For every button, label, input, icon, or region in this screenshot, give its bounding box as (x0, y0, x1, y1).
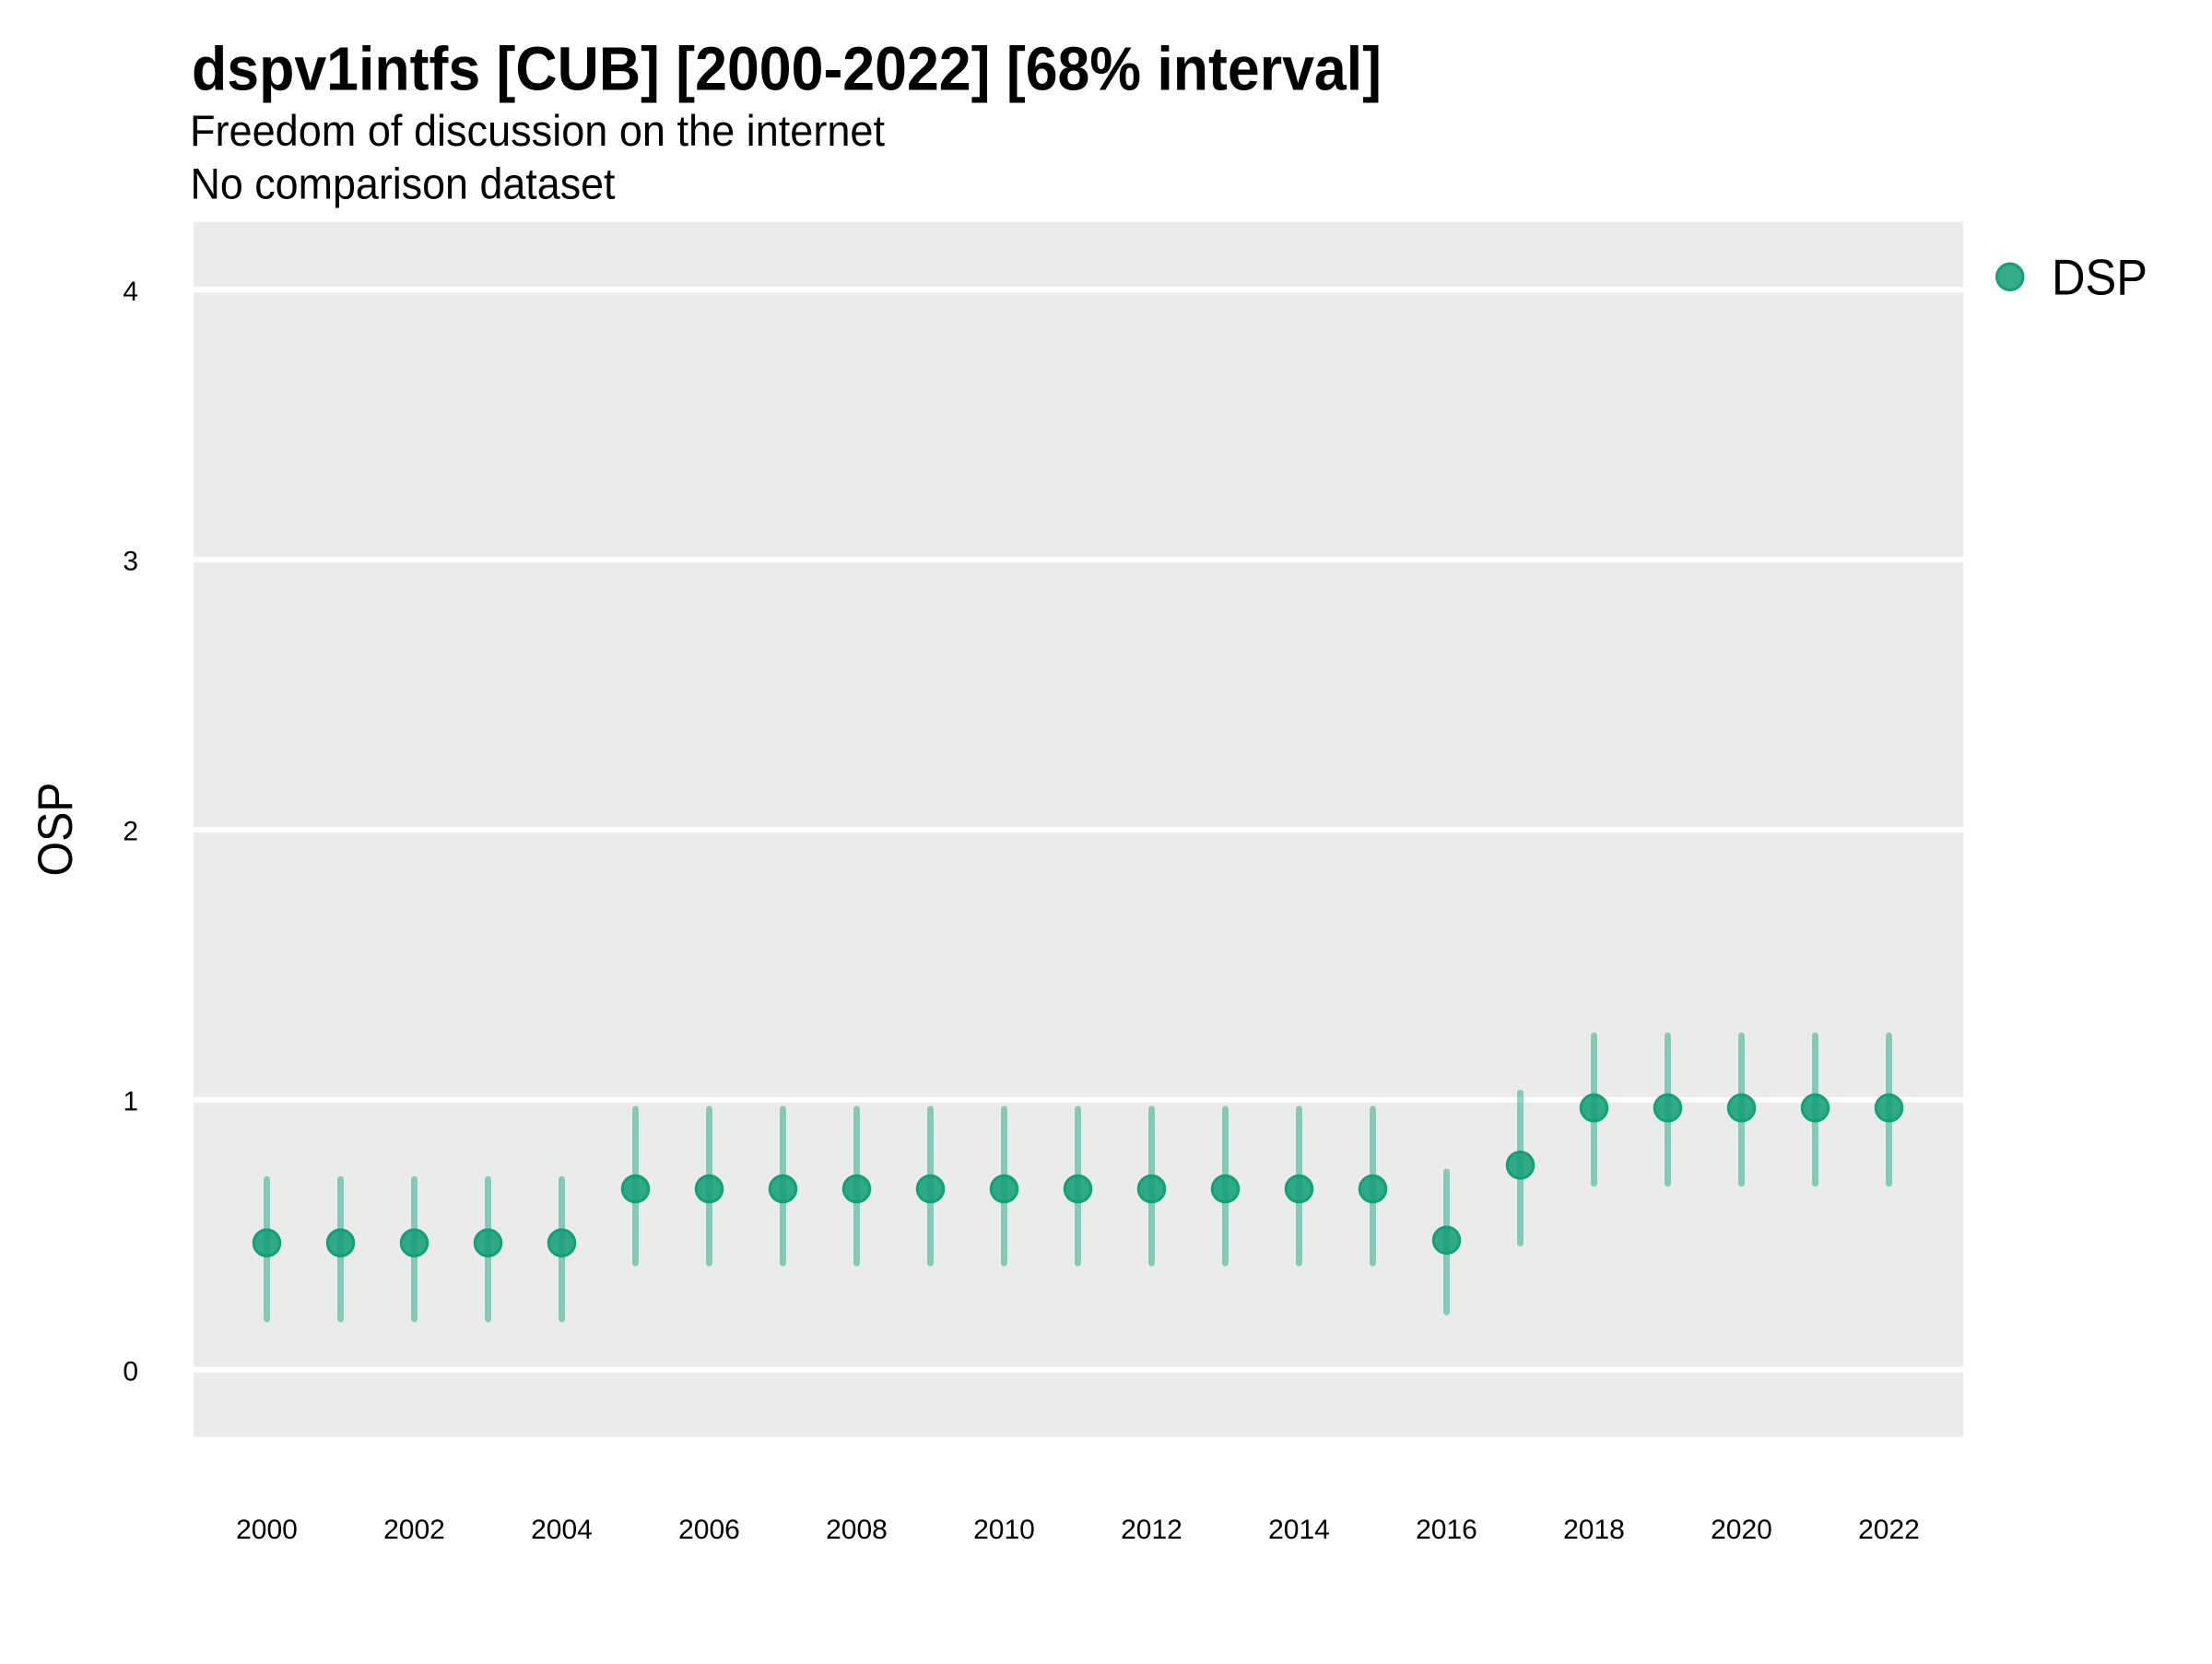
svg-text:2014: 2014 (1268, 1515, 1330, 1545)
svg-text:2020: 2020 (1711, 1515, 1772, 1545)
svg-text:4: 4 (123, 277, 138, 307)
svg-text:2016: 2016 (1416, 1515, 1477, 1545)
svg-text:2: 2 (123, 817, 138, 847)
svg-text:2008: 2008 (826, 1515, 888, 1545)
svg-text:2006: 2006 (678, 1515, 740, 1545)
svg-text:1: 1 (123, 1087, 138, 1117)
svg-text:2010: 2010 (973, 1515, 1035, 1545)
svg-text:2022: 2022 (1858, 1515, 1920, 1545)
svg-text:DSP: DSP (2052, 249, 2147, 306)
svg-text:3: 3 (123, 547, 138, 577)
svg-text:2018: 2018 (1563, 1515, 1625, 1545)
svg-text:2012: 2012 (1121, 1515, 1182, 1545)
svg-text:dspv1intfs [CUB] [2000-2022] [: dspv1intfs [CUB] [2000-2022] [68% interv… (192, 35, 1382, 104)
svg-text:Freedom of discussion on the i: Freedom of discussion on the internet (190, 107, 885, 156)
svg-text:2004: 2004 (531, 1515, 593, 1545)
svg-text:OSP: OSP (29, 783, 83, 877)
svg-text:2000: 2000 (236, 1515, 298, 1545)
svg-text:2002: 2002 (383, 1515, 445, 1545)
svg-text:No comparison dataset: No comparison dataset (191, 160, 616, 209)
svg-text:0: 0 (123, 1356, 138, 1387)
